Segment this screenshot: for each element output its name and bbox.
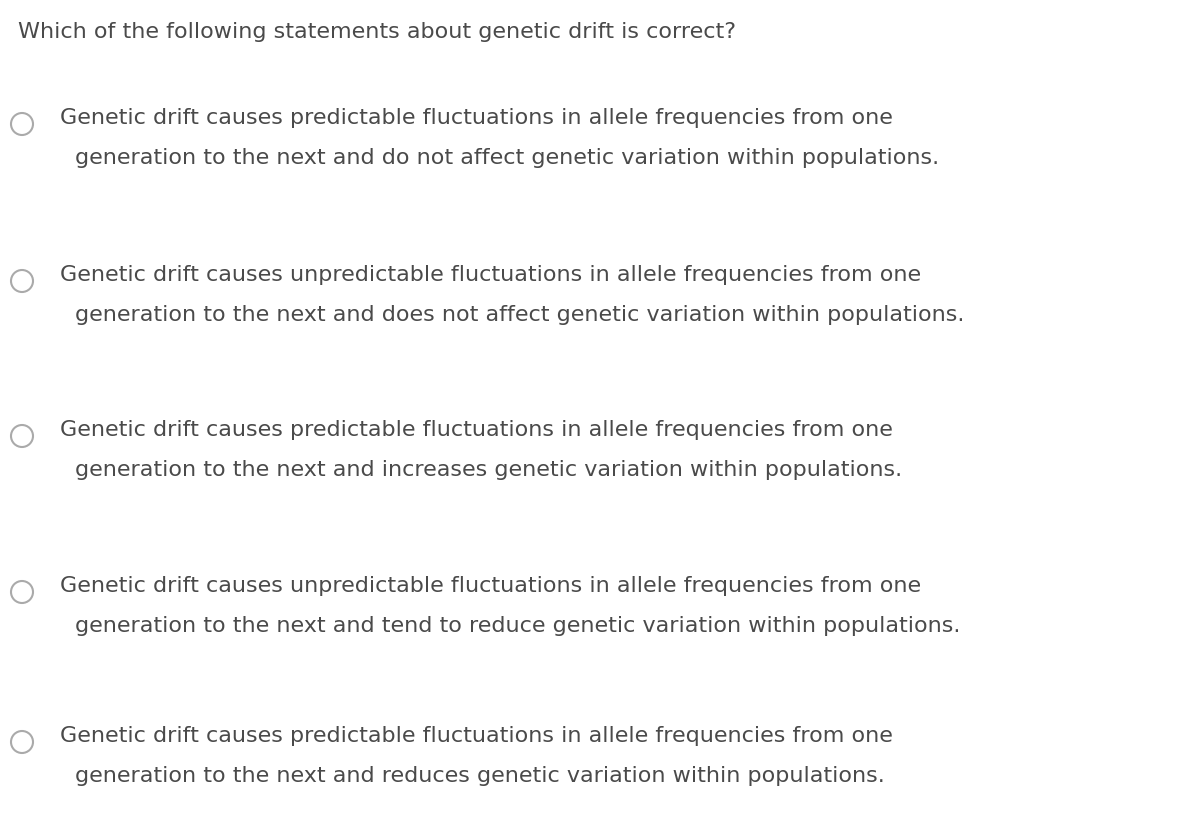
Text: Genetic drift causes predictable fluctuations in allele frequencies from one: Genetic drift causes predictable fluctua… xyxy=(60,108,893,128)
Text: generation to the next and reduces genetic variation within populations.: generation to the next and reduces genet… xyxy=(74,766,884,786)
Text: generation to the next and does not affect genetic variation within populations.: generation to the next and does not affe… xyxy=(74,305,965,325)
Text: Genetic drift causes predictable fluctuations in allele frequencies from one: Genetic drift causes predictable fluctua… xyxy=(60,420,893,440)
Text: generation to the next and tend to reduce genetic variation within populations.: generation to the next and tend to reduc… xyxy=(74,616,960,636)
Text: Genetic drift causes unpredictable fluctuations in allele frequencies from one: Genetic drift causes unpredictable fluct… xyxy=(60,265,922,285)
Text: Which of the following statements about genetic drift is correct?: Which of the following statements about … xyxy=(18,22,736,42)
Text: generation to the next and increases genetic variation within populations.: generation to the next and increases gen… xyxy=(74,460,902,480)
Text: Genetic drift causes unpredictable fluctuations in allele frequencies from one: Genetic drift causes unpredictable fluct… xyxy=(60,576,922,596)
Text: generation to the next and do not affect genetic variation within populations.: generation to the next and do not affect… xyxy=(74,148,940,168)
Text: Genetic drift causes predictable fluctuations in allele frequencies from one: Genetic drift causes predictable fluctua… xyxy=(60,726,893,746)
